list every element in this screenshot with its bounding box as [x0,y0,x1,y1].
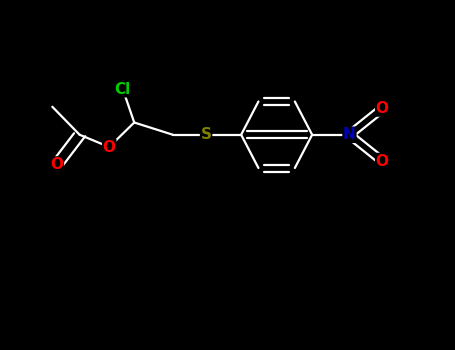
Text: O: O [51,157,63,172]
Text: Cl: Cl [115,82,131,97]
Text: S: S [201,127,212,142]
Text: O: O [103,140,116,154]
Text: O: O [376,101,389,116]
Text: O: O [376,154,389,168]
Text: N: N [343,127,356,142]
